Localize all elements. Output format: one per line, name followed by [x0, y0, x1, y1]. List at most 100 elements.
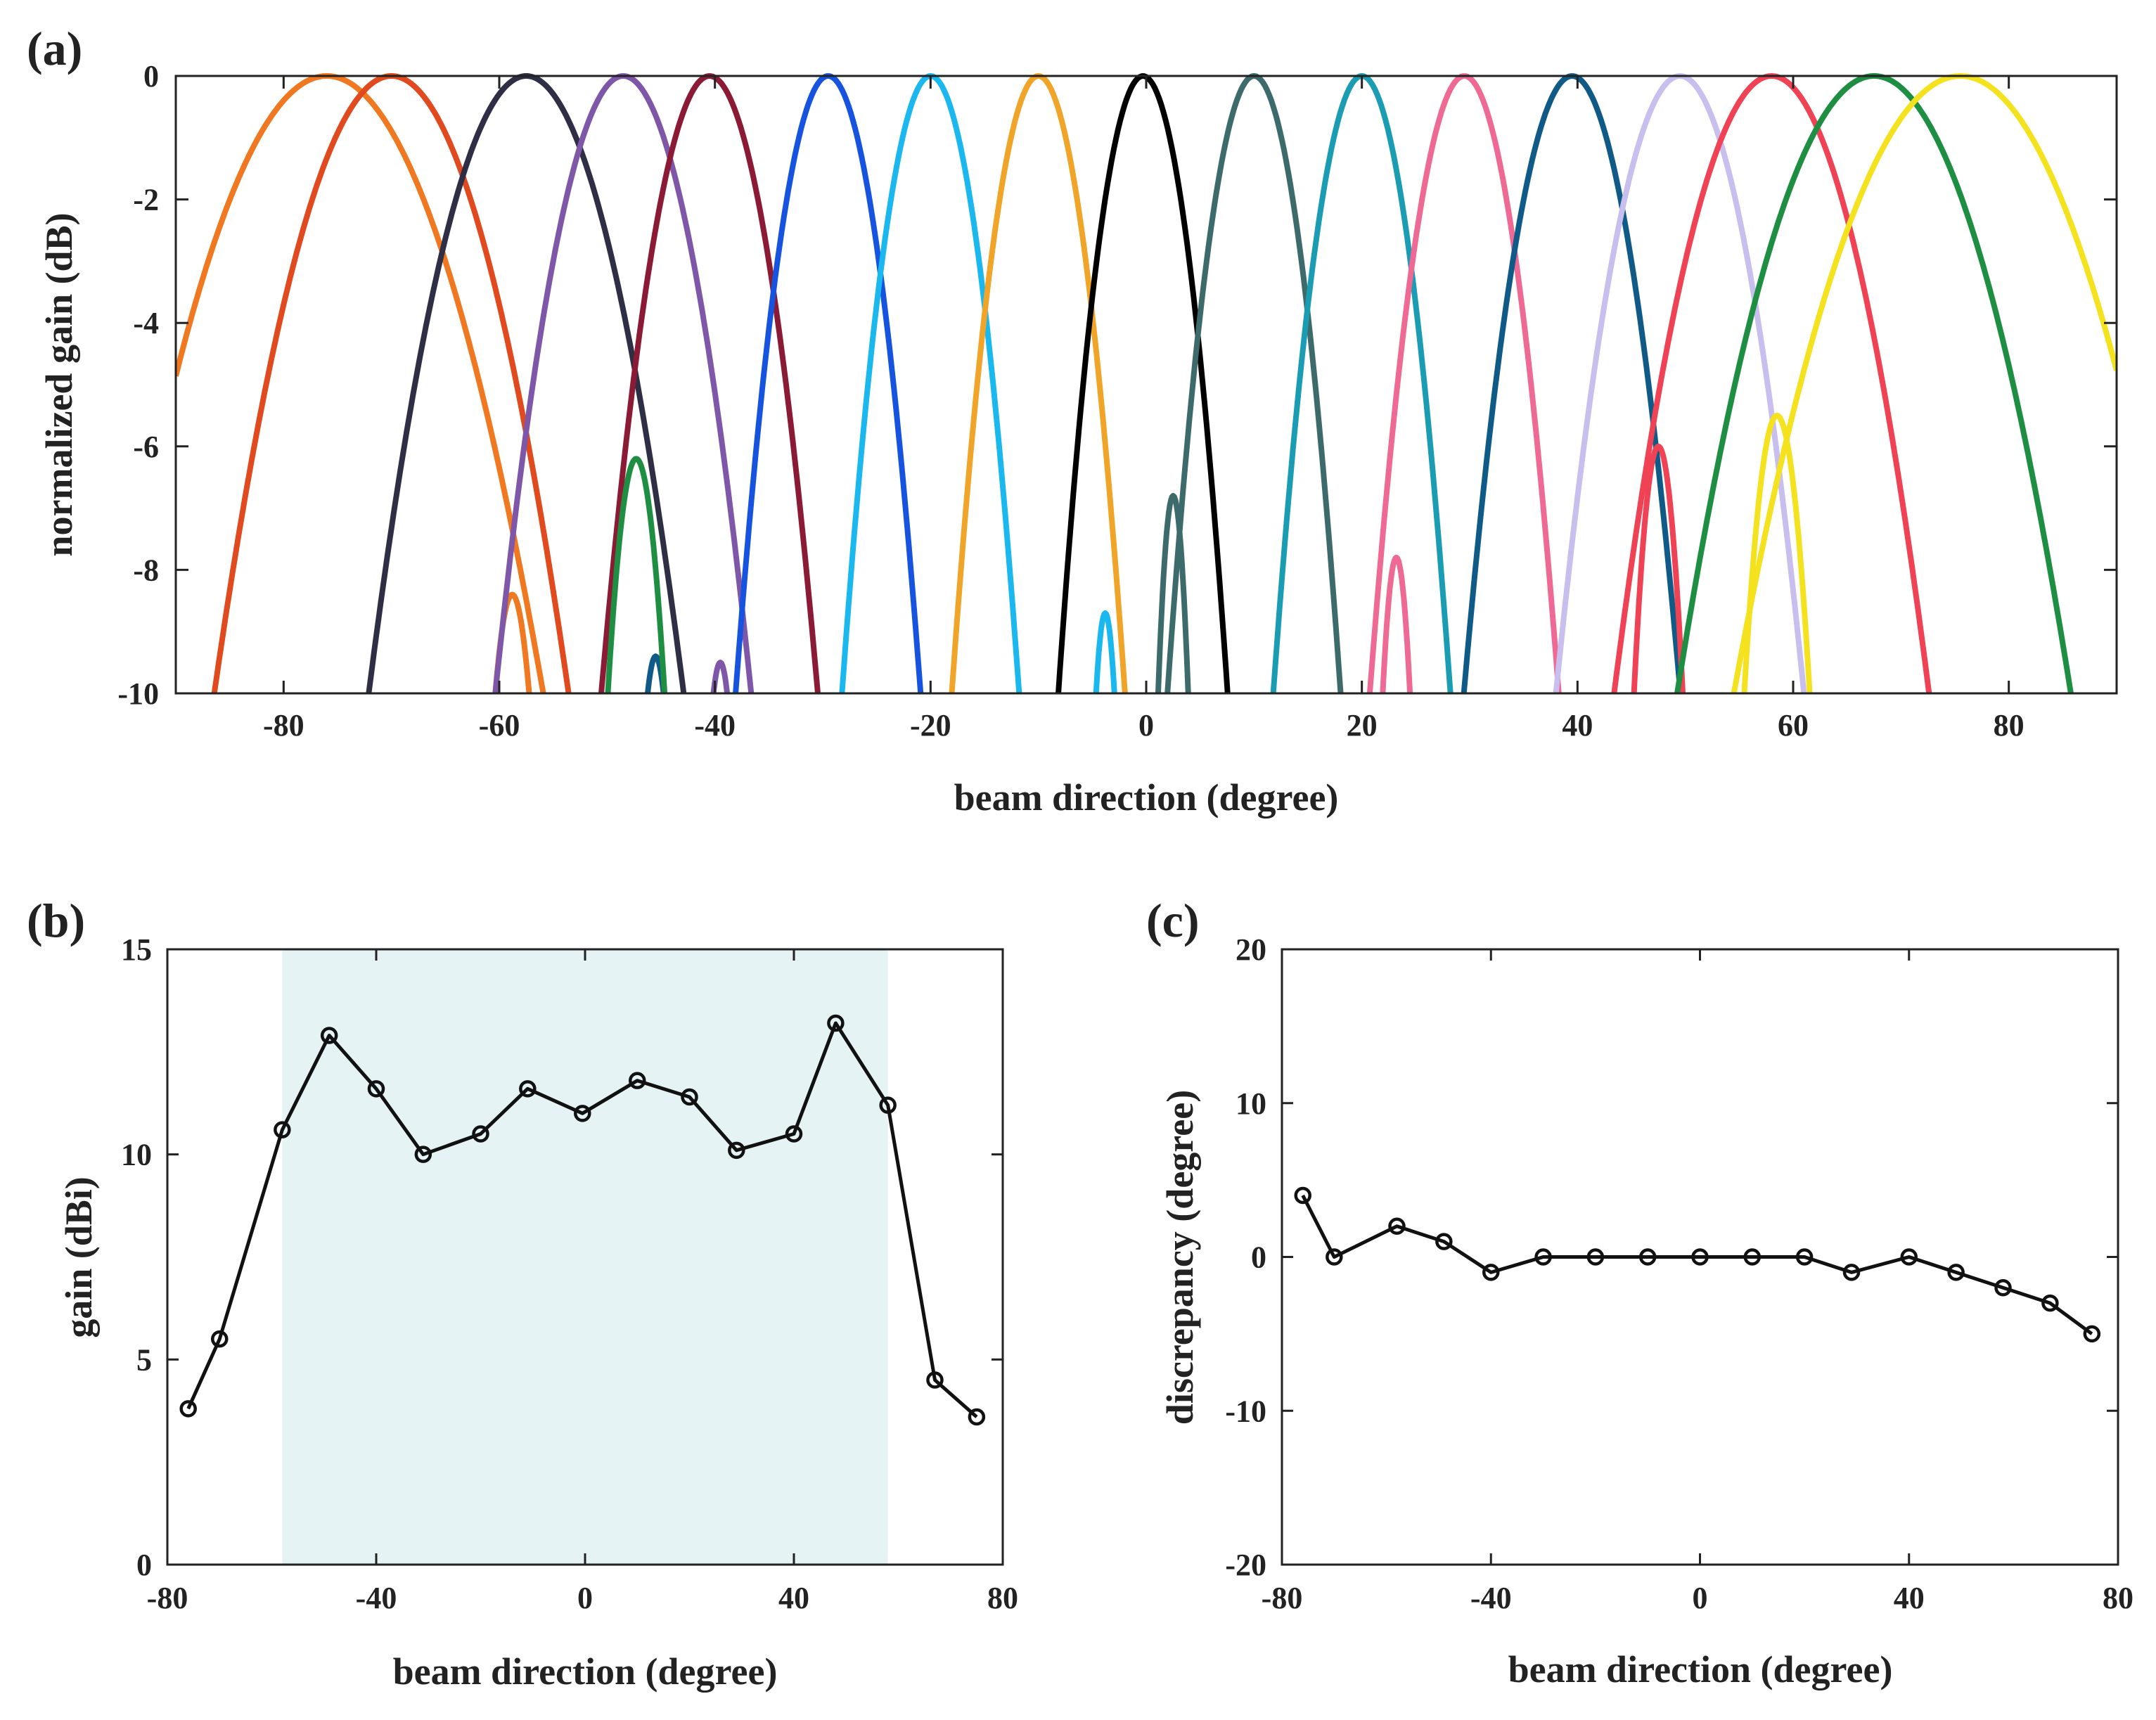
beam-sidelobe-15	[605, 456, 668, 693]
data-point-16	[968, 1408, 986, 1426]
beam-curve-10	[1270, 73, 1454, 693]
y-tick-label-1: -2	[133, 183, 159, 217]
x-tick-label-5: 20	[1347, 708, 1378, 743]
data-point-8	[1691, 1248, 1709, 1266]
data-point-2	[1388, 1217, 1406, 1235]
y-tick-label-3: 15	[121, 932, 152, 967]
data-point-5	[414, 1145, 432, 1163]
data-point-12	[785, 1125, 803, 1143]
x-tick-label-3: 40	[778, 1581, 809, 1615]
beam-curve-16	[1731, 73, 2117, 693]
data-point-0	[179, 1400, 197, 1418]
panel-b-shaded-region	[282, 949, 888, 1565]
beam-sidelobe-9	[1155, 493, 1191, 693]
y-tick-label-2: 10	[121, 1138, 152, 1172]
x-tick-label-1: -60	[479, 708, 520, 743]
y-tick-label-3: -6	[133, 430, 159, 464]
panel-b-xlabel: beam direction (degree)	[393, 1650, 778, 1693]
y-tick-label-1: 10	[1236, 1086, 1266, 1121]
data-point-12	[1900, 1248, 1918, 1266]
panel-a-chart: (a) -80 -60 -40 -20 0 20 40 60 80 0 -2 -4 -6 -8 -10 b…	[27, 22, 2118, 819]
beam-sidelobe-16	[1741, 412, 1813, 693]
data-point-4	[1482, 1264, 1500, 1281]
data-point-1	[1326, 1248, 1343, 1266]
data-point-7	[1638, 1248, 1657, 1266]
x-tick-label-2: -40	[694, 708, 736, 743]
x-tick-label-0: -80	[147, 1581, 188, 1615]
data-line	[1301, 1194, 2093, 1335]
panel-c-x-ticks: -80 -40 0 40 80	[1262, 949, 2133, 1615]
y-tick-label-1: 5	[136, 1342, 152, 1377]
x-tick-label-4: 80	[987, 1581, 1018, 1615]
data-point-10	[681, 1088, 698, 1106]
data-point-11	[728, 1141, 745, 1160]
data-point-15	[926, 1371, 944, 1389]
panel-a-xlabel: beam direction (degree)	[954, 776, 1339, 819]
x-tick-label-7: 60	[1778, 708, 1809, 743]
data-point-9	[1743, 1248, 1762, 1266]
beam-curve-7	[949, 73, 1128, 693]
x-tick-label-1: -40	[1470, 1581, 1512, 1615]
panel-b-x-ticks: -80 -40 0 40 80	[147, 949, 1018, 1615]
data-point-13	[1947, 1264, 1965, 1281]
data-point-5	[1534, 1248, 1552, 1266]
y-tick-label-0: 0	[143, 59, 159, 94]
data-point-0	[1294, 1186, 1311, 1205]
data-point-9	[629, 1072, 646, 1089]
panel-b-ylabel: gain (dBi)	[58, 1176, 100, 1338]
y-tick-label-2: -4	[133, 306, 159, 340]
x-tick-label-0: -80	[1262, 1581, 1303, 1615]
beam-curve-14	[1611, 73, 1932, 693]
beam-curve-15	[1674, 73, 2074, 693]
beam-curve-0	[176, 73, 546, 693]
panel-c-chart: (c) -80 -40 0 40 80 20 10 0 -10 -20 beam directi…	[1146, 894, 2133, 1690]
x-tick-label-0: -80	[263, 708, 304, 743]
data-point-6	[1586, 1248, 1605, 1266]
beam-curve-1	[211, 73, 572, 693]
beam-curve-13	[1553, 73, 1807, 693]
beam-sidelobe-14	[1631, 443, 1686, 693]
panel-c-tag: (c)	[1146, 894, 1199, 947]
y-tick-label-2: 0	[1251, 1240, 1266, 1275]
data-point-3	[320, 1027, 338, 1044]
panel-b-tag: (b)	[27, 894, 85, 947]
x-tick-label-2: 0	[1693, 1581, 1708, 1615]
x-tick-label-4: 0	[1138, 708, 1154, 743]
data-point-11	[1842, 1264, 1861, 1281]
x-tick-label-1: -40	[356, 1581, 397, 1615]
panel-b-chart: (b) -80 -40 0 40 80 0 5 10 15 beam direction (d…	[27, 894, 1018, 1693]
beam-curve-11	[1366, 73, 1562, 693]
x-tick-label-3: -20	[910, 708, 951, 743]
beam-curve-9	[1164, 73, 1344, 693]
data-point-10	[1795, 1248, 1814, 1266]
beam-sidelobe-3	[710, 660, 731, 693]
panel-a-x-ticks: -80 -60 -40 -20 0 20 40 60 80	[263, 76, 2025, 743]
x-tick-label-4: 80	[2103, 1581, 2133, 1615]
beam-curve-12	[1461, 73, 1683, 693]
panel-c-ylabel: discrepancy (degree)	[1159, 1090, 1201, 1425]
beam-curve-6	[839, 73, 1022, 693]
beam-curve-3	[492, 73, 755, 693]
data-point-8	[574, 1105, 591, 1122]
panel-a-y-ticks: 0 -2 -4 -6 -8 -10	[117, 59, 2117, 711]
data-point-3	[1435, 1233, 1453, 1250]
data-line	[186, 1021, 978, 1418]
panel-c-data	[1294, 1186, 2101, 1343]
beam-curve-2	[366, 73, 687, 693]
panel-c-y-ticks: 20 10 0 -10 -20	[1225, 932, 2118, 1582]
x-tick-label-3: 40	[1894, 1581, 1925, 1615]
data-point-6	[472, 1125, 489, 1143]
data-point-14	[1994, 1279, 2012, 1297]
data-point-14	[879, 1096, 897, 1114]
y-tick-label-0: 20	[1236, 932, 1266, 967]
panel-b-y-ticks: 0 5 10 15	[121, 932, 1003, 1582]
x-tick-label-2: 0	[577, 1581, 593, 1615]
x-tick-label-6: 40	[1562, 708, 1593, 743]
beam-curve-4	[598, 73, 821, 693]
data-point-13	[827, 1014, 845, 1032]
data-point-1	[211, 1330, 229, 1348]
panel-c-xlabel: beam direction (degree)	[1508, 1648, 1893, 1690]
beam-sidelobe-6	[1093, 610, 1117, 693]
y-tick-label-4: -20	[1225, 1548, 1266, 1582]
